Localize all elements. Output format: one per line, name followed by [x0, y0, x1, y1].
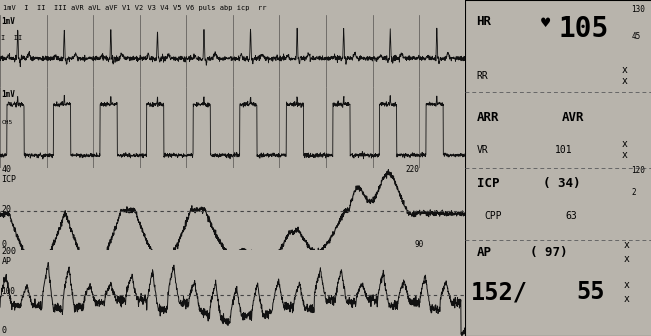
Text: CH5: CH5 [1, 120, 12, 125]
Text: 105: 105 [558, 14, 609, 43]
Text: x
x: x x [622, 139, 628, 160]
Text: 1mV: 1mV [1, 17, 15, 26]
Text: AVR: AVR [562, 111, 585, 124]
Text: 152/: 152/ [471, 280, 528, 304]
Text: 120: 120 [631, 166, 645, 175]
Text: 20: 20 [1, 205, 12, 214]
Text: ( 97): ( 97) [531, 246, 568, 259]
Text: 90: 90 [414, 240, 424, 249]
Text: 200: 200 [1, 247, 16, 256]
Text: 40: 40 [1, 165, 12, 174]
Text: I  II: I II [1, 35, 23, 41]
Text: 1mV  I  II  III aVR aVL aVF V1 V2 V3 V4 V5 V6 puls abp icp  rr: 1mV I II III aVR aVL aVF V1 V2 V3 V4 V5 … [3, 5, 267, 11]
Text: 55: 55 [577, 280, 605, 304]
Text: 1mV: 1mV [1, 90, 15, 99]
Text: 100: 100 [1, 287, 15, 296]
Text: ICP: ICP [477, 177, 499, 190]
Text: AP: AP [1, 257, 12, 266]
Text: AP: AP [477, 246, 492, 259]
Text: x: x [624, 280, 630, 290]
Text: 130: 130 [631, 5, 645, 14]
Text: 220: 220 [405, 165, 419, 174]
Text: CPP: CPP [484, 211, 502, 221]
Text: x
x: x x [622, 65, 628, 86]
Text: x: x [624, 254, 630, 264]
Text: 0: 0 [1, 240, 7, 249]
Text: VR: VR [477, 144, 488, 155]
Text: x: x [624, 240, 630, 250]
Text: x: x [624, 294, 630, 304]
Text: 0: 0 [1, 327, 7, 335]
Text: RR: RR [477, 71, 488, 81]
Text: 101: 101 [555, 144, 572, 155]
Text: ♥: ♥ [540, 17, 551, 30]
Text: 63: 63 [566, 211, 577, 221]
Text: ( 34): ( 34) [544, 177, 581, 190]
Text: ARR: ARR [477, 111, 499, 124]
Text: HR: HR [477, 15, 492, 28]
Text: 2: 2 [631, 188, 636, 197]
Text: ICP: ICP [1, 175, 16, 183]
Text: 45: 45 [631, 32, 641, 41]
